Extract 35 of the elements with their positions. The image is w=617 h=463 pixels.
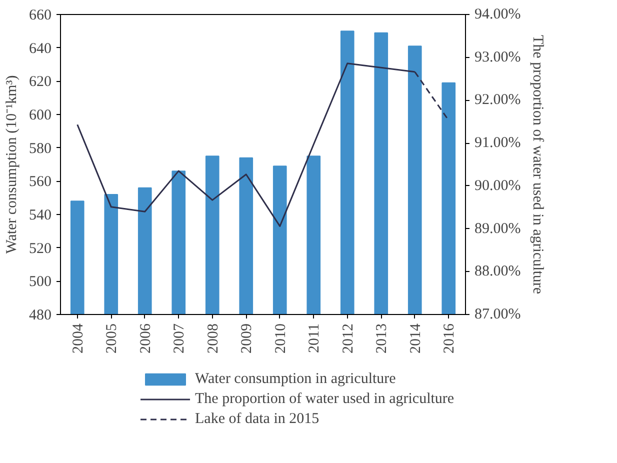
- y-tick-label: 480: [29, 308, 52, 324]
- y2-tick-label: 93.00%: [474, 49, 521, 66]
- y-tick-label: 520: [29, 240, 52, 257]
- y2-axis-title: The proportion of water used in agriculture: [530, 34, 546, 294]
- y-tick-label: 620: [29, 74, 52, 90]
- legend-label: Lake of data in 2015: [195, 410, 320, 428]
- legend-label: The proportion of water used in agriculture: [195, 390, 454, 408]
- y-tick-label: 560: [29, 174, 52, 190]
- y-tick-label: 580: [29, 140, 52, 157]
- x-tick-label: 2012: [340, 324, 356, 354]
- x-tick-label: 2007: [172, 323, 188, 354]
- y2-tick-label: 91.00%: [474, 135, 521, 152]
- x-tick-label: 2014: [408, 323, 424, 354]
- x-tick-label: 2004: [70, 323, 86, 354]
- x-tick-label: 2013: [374, 324, 390, 354]
- y2-tick-label: 92.00%: [474, 92, 521, 108]
- y2-tick-label: 88.00%: [474, 264, 521, 280]
- legend-label: Water consumption in agriculture: [195, 370, 396, 388]
- y-tick-label: 540: [29, 208, 52, 224]
- x-tick-label: 2011: [306, 323, 323, 353]
- y2-tick-label: 90.00%: [474, 178, 521, 194]
- y-tick-label: 640: [29, 40, 52, 57]
- x-tick-label: 2009: [239, 324, 256, 354]
- y2-tick-label: 94.00%: [474, 6, 521, 22]
- x-tick-label: 2010: [272, 324, 289, 354]
- y-axis-title: Water consumption (10⁻¹km³): [4, 75, 20, 254]
- x-tick-label: 2006: [138, 323, 154, 354]
- y-tick-label: 500: [29, 274, 52, 290]
- y-tick-label: 660: [29, 8, 52, 24]
- y2-tick-label: 89.00%: [474, 220, 521, 237]
- y2-tick-label: 87.00%: [474, 306, 521, 322]
- x-tick-label: 2005: [104, 324, 120, 354]
- x-tick-label: 2016: [442, 323, 458, 354]
- x-tick-label: 2008: [205, 324, 222, 354]
- y-tick-label: 600: [29, 108, 52, 124]
